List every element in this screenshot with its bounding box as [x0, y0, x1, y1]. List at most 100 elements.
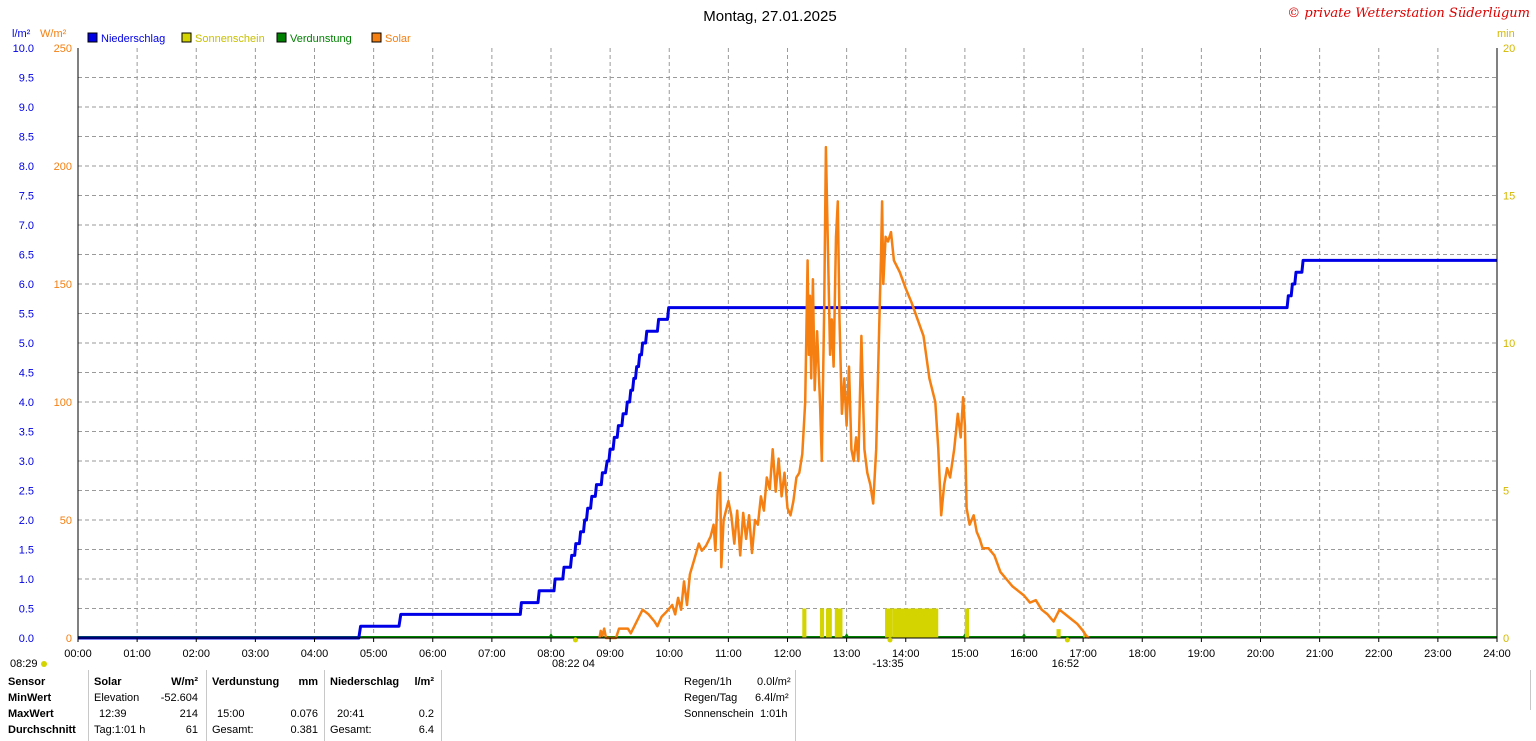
rain-tick-label: 7.0: [19, 220, 34, 232]
stats-evap-max-time: 15:00: [217, 708, 245, 720]
time-marker-label: 16:52: [1052, 658, 1080, 670]
stats-evap-total-label: Gesamt:: [212, 724, 254, 736]
x-tick-label: 06:00: [419, 648, 447, 660]
stats-solar-min-value: -52.604: [160, 692, 198, 704]
stats-divider: [206, 670, 207, 741]
x-tick-label: 00:00: [64, 648, 92, 660]
rain-tick-label: 2.0: [19, 515, 34, 527]
stats-header-evap-unit: mm: [298, 676, 318, 688]
stats-header-solar-unit: W/m²: [171, 676, 198, 688]
stats-header-rain: Niederschlag: [330, 676, 400, 688]
sunshine-bar: [1056, 629, 1061, 638]
x-tick-label: 20:00: [1247, 648, 1275, 660]
rain-tick-label: 6.5: [19, 250, 34, 262]
x-tick-label: 09:00: [596, 648, 624, 660]
summary-rain-1h-label: Regen/1h: [684, 676, 732, 688]
rain-tick-label: 0.0: [19, 633, 34, 645]
rain-tick-label: 9.5: [19, 73, 34, 85]
solar-tick-label: 0: [66, 633, 72, 645]
x-tick-label: 18:00: [1128, 648, 1156, 660]
legend-label: Sonnenschein: [195, 33, 265, 45]
summary-sunshine-value: 1:01h: [760, 708, 788, 720]
rain-tick-label: 8.0: [19, 161, 34, 173]
stats-evap-max-value: 0.076: [290, 708, 318, 720]
stats-solar-max-label: 12:39: [99, 708, 127, 720]
x-tick-label: 11:00: [715, 648, 742, 660]
chart-grid: [78, 48, 1497, 638]
legend-swatch: [276, 32, 287, 43]
summary-rain-day-value: 6.4l/m²: [755, 692, 789, 704]
solar-tick-label: 200: [54, 161, 72, 173]
sunshine-bar: [892, 608, 939, 638]
x-tick-label: 02:00: [182, 648, 210, 660]
legend-swatch: [181, 32, 192, 43]
solar-line: [598, 145, 1090, 640]
stats-divider: [324, 670, 325, 741]
rain-tick-label: 7.5: [19, 191, 34, 203]
rain-tick-label: 4.0: [19, 397, 34, 409]
axes-layer: [77, 48, 1498, 642]
rain-tick-label: 6.0: [19, 279, 34, 291]
stats-solar-avg-value: 61: [185, 724, 198, 736]
x-tick-label: 23:00: [1424, 648, 1452, 660]
x-tick-label: 13:00: [833, 648, 861, 660]
time-marker-label: 08:22 04: [552, 658, 595, 670]
solar-tick-label: 100: [54, 397, 72, 409]
rain-tick-label: 10.0: [13, 43, 34, 55]
x-tick-label: 14:00: [892, 648, 920, 660]
sun-marker-icon: [41, 661, 47, 667]
x-tick-label: 22:00: [1365, 648, 1393, 660]
solar-tick-label: 150: [54, 279, 72, 291]
sunshine-tick-label: 10: [1503, 338, 1515, 350]
rain-tick-label: 8.5: [19, 132, 34, 144]
sunshine-bar: [1083, 632, 1086, 638]
stats-rain-max-time: 20:41: [337, 708, 365, 720]
summary-rain-1h-value: 0.0l/m²: [757, 676, 791, 688]
x-tick-label: 05:00: [360, 648, 388, 660]
summary-divider: [1530, 670, 1531, 710]
stats-label-min: MinWert: [8, 692, 52, 704]
x-tick-label: 16:00: [1010, 648, 1038, 660]
evaporation-marker: [1021, 633, 1027, 638]
stats-solar-min-label: Elevation: [94, 692, 140, 704]
x-tick-label: 17:00: [1069, 648, 1097, 660]
sunshine-bar: [825, 608, 832, 638]
legend-label: Niederschlag: [101, 33, 165, 45]
rain-tick-label: 3.0: [19, 456, 34, 468]
x-tick-label: 15:00: [951, 648, 979, 660]
sunshine-tick-label: 20: [1503, 43, 1515, 55]
x-tick-label: 10:00: [655, 648, 683, 660]
stats-solar-avg-label: Tag:1:01 h: [94, 724, 146, 736]
rain-tick-label: 0.5: [19, 604, 34, 616]
stats-label-max: MaxWert: [8, 708, 54, 720]
solar-tick-label: 250: [54, 43, 72, 55]
chart-title: Montag, 27.01.2025: [703, 8, 836, 25]
stats-divider: [88, 670, 89, 741]
stats-rain-total-value: 6.4: [418, 724, 434, 736]
sunshine-bar: [820, 608, 825, 638]
sunshine-tick-label: 0: [1503, 633, 1509, 645]
stats-label-avg: Durchschnitt: [8, 724, 76, 736]
legend-swatch: [87, 32, 98, 43]
summary-sunshine-label: Sonnenschein: [684, 708, 754, 720]
x-tick-label: 12:00: [774, 648, 802, 660]
stats-solar-max-value: 214: [179, 708, 198, 720]
precipitation-line: [78, 258, 1497, 640]
evaporation-marker: [843, 633, 850, 638]
sunshine-bar: [885, 608, 893, 638]
copyright-label: © private Wetterstation Süderlügum: [1287, 6, 1530, 21]
rain-tick-label: 4.5: [19, 368, 34, 380]
solar-unit-label: W/m²: [40, 28, 67, 40]
sun-marker-icon: [1064, 637, 1070, 643]
stats-header-solar: Solar: [94, 676, 122, 688]
sunshine-tick-label: 15: [1503, 191, 1515, 203]
legend-label: Solar: [385, 33, 411, 45]
x-tick-label: 21:00: [1306, 648, 1334, 660]
sun-marker-icon: [887, 637, 893, 643]
stats-header-evap: Verdunstung: [212, 676, 280, 688]
rain-tick-label: 5.5: [19, 309, 34, 321]
summary-divider: [795, 670, 796, 741]
x-tick-label: 07:00: [478, 648, 506, 660]
time-marker-label: 08:29: [10, 658, 38, 670]
